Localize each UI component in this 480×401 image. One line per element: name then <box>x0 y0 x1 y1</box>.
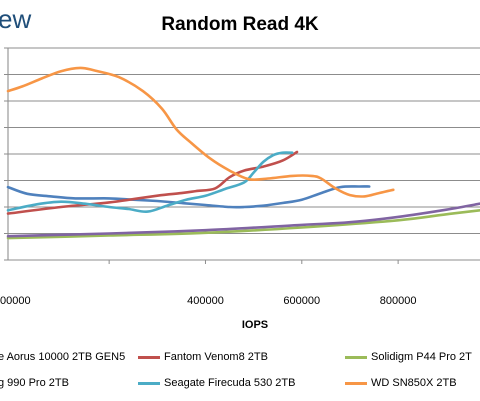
legend-swatch <box>138 381 160 385</box>
legend-item: Fantom Venom8 2TB <box>138 348 268 366</box>
series-line-2 <box>6 209 480 240</box>
brand-logo: ew <box>0 4 32 34</box>
series-line-0 <box>6 185 371 209</box>
x-tick-label: 400000 <box>187 295 224 307</box>
legend-label: g 990 Pro 2TB <box>0 377 69 389</box>
legend-swatch <box>345 355 367 359</box>
series-line-1 <box>6 150 299 215</box>
legend-label: Fantom Venom8 2TB <box>164 351 268 363</box>
x-tick-label: 600000 <box>283 295 320 307</box>
series-line-4 <box>6 151 294 213</box>
legend-label: Solidigm P44 Pro 2T <box>371 351 472 363</box>
legend-item: e Aorus 10000 2TB GEN5 <box>0 348 125 366</box>
legend-label: Seagate Firecuda 530 2TB <box>164 377 296 389</box>
series-line-3 <box>6 202 480 238</box>
chart-title: Random Read 4K <box>161 14 319 35</box>
series-line-5 <box>6 66 395 198</box>
legend-item: Seagate Firecuda 530 2TB <box>138 374 295 392</box>
legend-item: g 990 Pro 2TB <box>0 374 69 392</box>
legend-swatch <box>138 355 160 359</box>
legend-label: e Aorus 10000 2TB GEN5 <box>0 351 126 363</box>
legend-label: WD SN850X 2TB <box>371 377 457 389</box>
legend-item: WD SN850X 2TB <box>345 374 457 392</box>
x-axis-label: IOPS <box>242 319 268 331</box>
legend-swatch <box>345 381 367 385</box>
x-tick-label: 800000 <box>380 295 417 307</box>
x-tick-label: 00000 <box>0 295 31 307</box>
legend-item: Solidigm P44 Pro 2T <box>345 348 472 366</box>
